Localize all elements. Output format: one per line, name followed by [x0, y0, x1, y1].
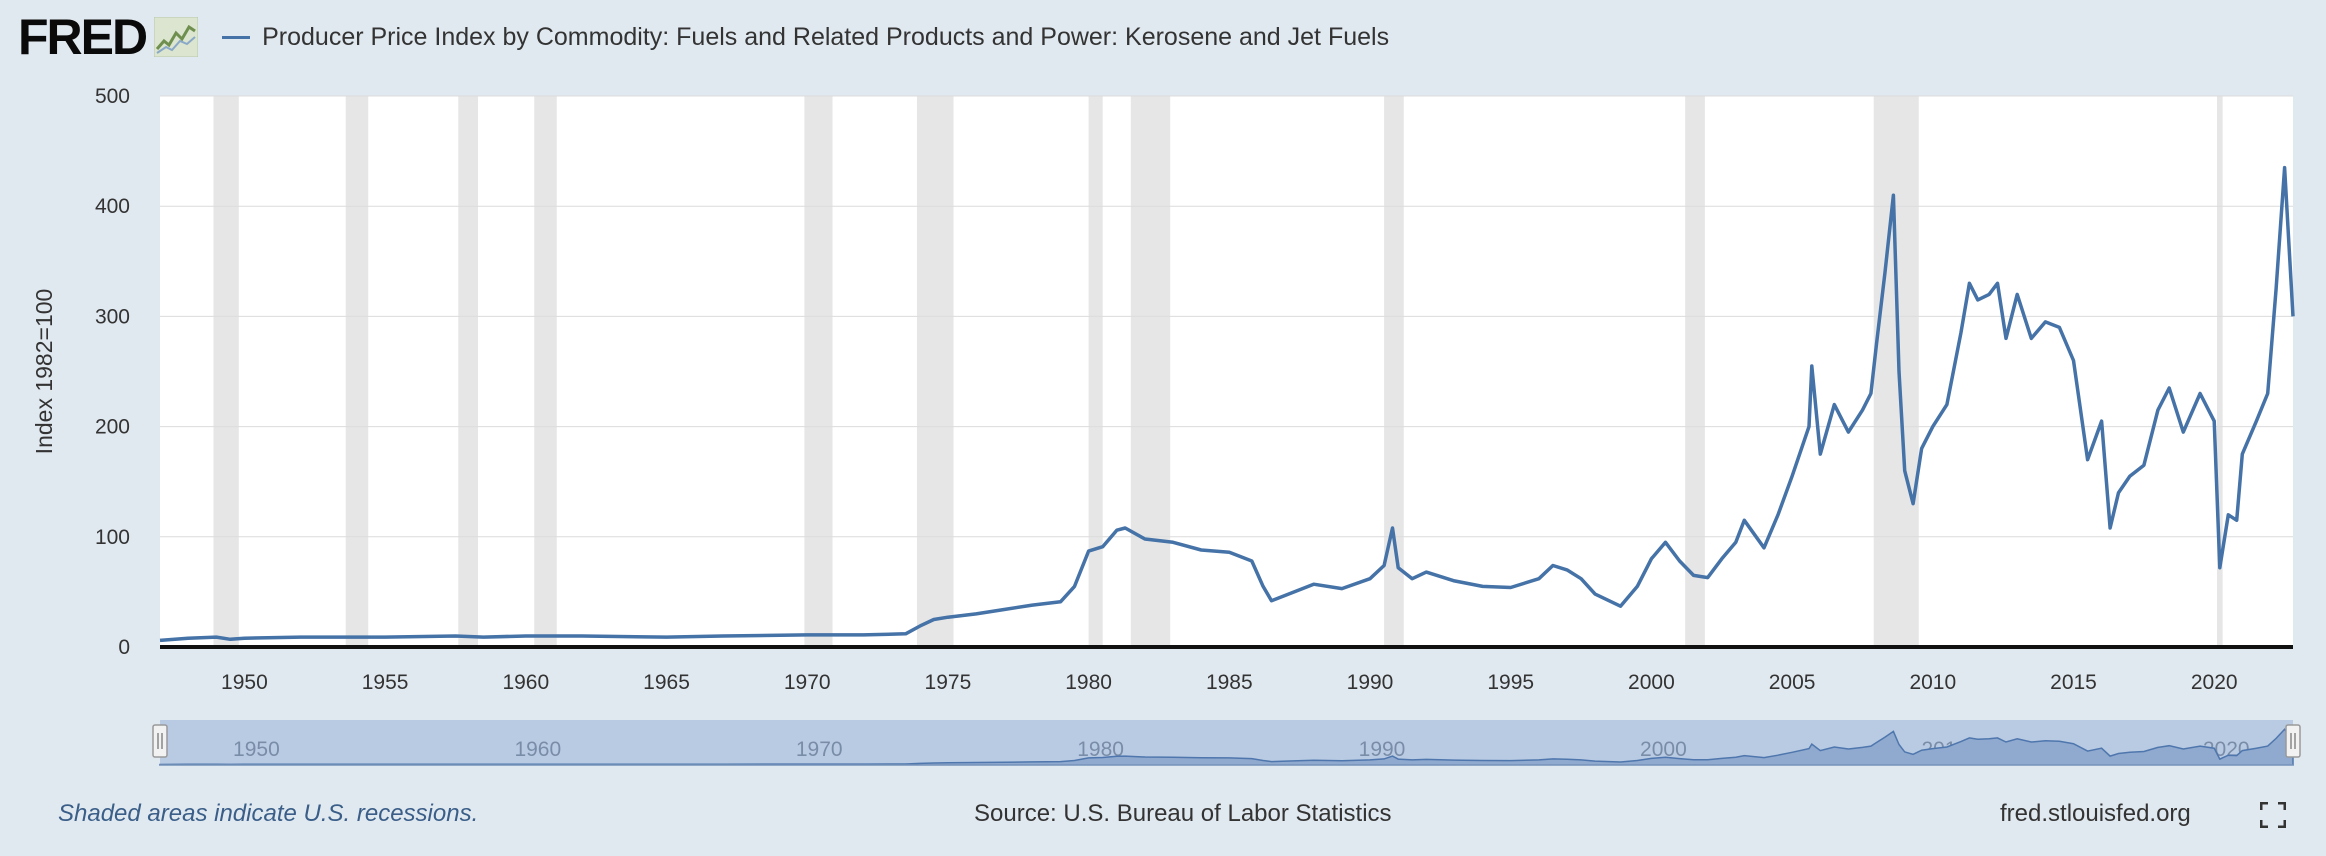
- x-tick-label: 1970: [784, 671, 831, 694]
- x-tick-label: 1950: [221, 671, 268, 694]
- recession-band: [1384, 96, 1404, 647]
- series-line: [159, 165, 2295, 643]
- legend-swatch: [222, 35, 251, 39]
- x-tick-label: 2005: [1769, 671, 1816, 694]
- x-tick-label: 1975: [925, 671, 972, 694]
- plot-area: 0 100 200 300 400 500 1950 1955 1960 1965 1970 1975…: [31, 85, 2295, 694]
- y-tick-label: 400: [95, 195, 130, 218]
- x-tick-label: 1980: [1065, 671, 1112, 694]
- navigator-handle-left[interactable]: [152, 724, 168, 758]
- x-tick-label: 2010: [1909, 671, 1956, 694]
- navigator-tick-label: 1960: [514, 738, 561, 761]
- recession-band: [2217, 96, 2223, 647]
- chart-line-icon: [154, 17, 199, 57]
- recession-band: [804, 96, 833, 647]
- recession-band: [213, 96, 239, 647]
- x-tick-label: 2000: [1628, 671, 1675, 694]
- y-axis-label: Index 1982=100: [31, 289, 57, 455]
- y-tick-label: 500: [95, 85, 130, 108]
- navigator[interactable]: 19501960197019801990200020102020: [152, 720, 2301, 766]
- navigator-tick-label: 1950: [233, 738, 280, 761]
- source-text: Source: U.S. Bureau of Labor Statistics: [974, 800, 1392, 827]
- navigator-tick-label: 1980: [1077, 738, 1124, 761]
- x-tick-label: 1990: [1347, 671, 1394, 694]
- navigator-tick-label: 1990: [1359, 738, 1406, 761]
- recession-band: [1130, 96, 1171, 647]
- navigator-tick-label: 1970: [796, 738, 843, 761]
- y-tick-label: 300: [95, 305, 130, 328]
- recession-band: [458, 96, 478, 647]
- x-tick-label: 1985: [1206, 671, 1253, 694]
- navigator-tick-label: 2000: [1640, 738, 1687, 761]
- recession-band: [1088, 96, 1103, 647]
- x-tick-label: 1965: [643, 671, 690, 694]
- navigator-series: [159, 728, 2294, 766]
- fred-url-link[interactable]: fred.stlouisfed.org: [2000, 800, 2191, 827]
- recession-band: [1685, 96, 1705, 647]
- recession-band: [1873, 96, 1919, 647]
- fred-logo[interactable]: FRED: [18, 9, 148, 65]
- chart-title[interactable]: Producer Price Index by Commodity: Fuels…: [262, 22, 1390, 51]
- y-tick-label: 100: [95, 526, 130, 549]
- x-tick-label: 1955: [362, 671, 409, 694]
- y-tick-label: 0: [118, 636, 130, 659]
- x-tick-label: 2020: [2191, 671, 2238, 694]
- chart-header: FRED Producer Price Index by Commodity: …: [18, 12, 1389, 62]
- x-tick-label: 1960: [502, 671, 549, 694]
- recession-band: [345, 96, 369, 647]
- x-tick-label: 1995: [1487, 671, 1534, 694]
- navigator-handle-right[interactable]: [2285, 724, 2301, 758]
- recession-band: [534, 96, 557, 647]
- recession-band: [916, 96, 954, 647]
- plot-background: [160, 96, 2293, 647]
- recession-note: Shaded areas indicate U.S. recessions.: [58, 800, 479, 827]
- y-tick-label: 200: [95, 416, 130, 439]
- x-tick-label: 2015: [2050, 671, 2097, 694]
- fullscreen-icon[interactable]: [2260, 802, 2286, 828]
